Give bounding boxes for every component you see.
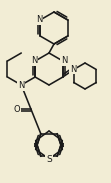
- Text: N: N: [31, 56, 37, 65]
- Text: N: N: [18, 81, 24, 90]
- Text: N: N: [36, 16, 42, 25]
- Text: O: O: [14, 105, 20, 114]
- Text: N: N: [70, 64, 76, 74]
- Text: S: S: [46, 156, 52, 165]
- Text: N: N: [61, 56, 67, 65]
